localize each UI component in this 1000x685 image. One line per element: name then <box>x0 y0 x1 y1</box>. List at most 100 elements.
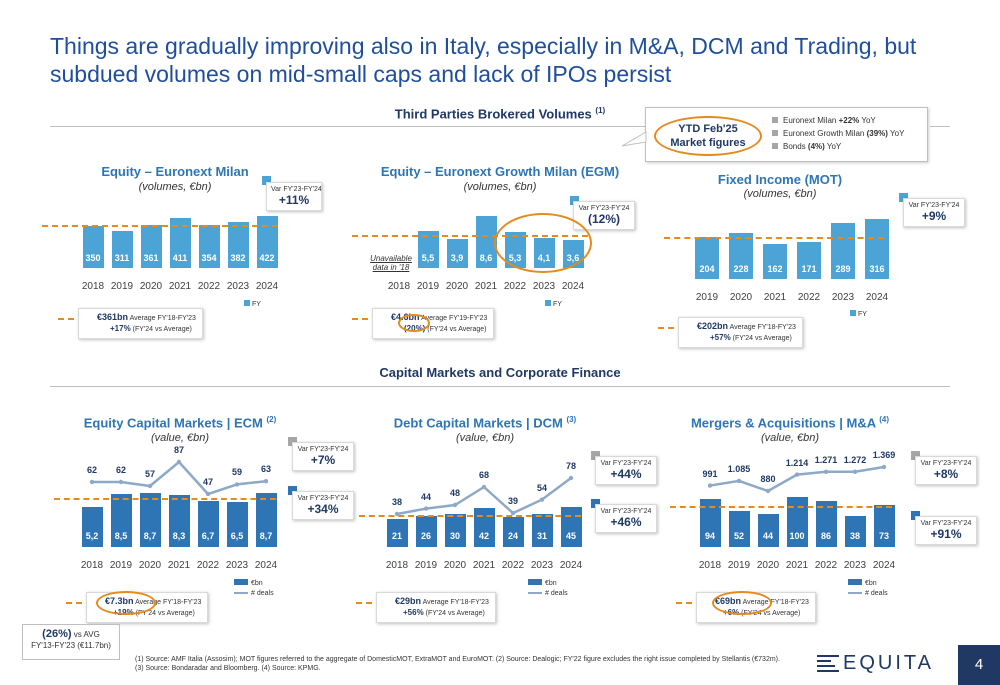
bar <box>386 518 408 547</box>
var-marker <box>911 511 920 520</box>
avg-label: Average FY'18-FY'23 <box>421 599 489 606</box>
x-tick-label: 2021 <box>785 560 809 571</box>
chart-subtitle-milan: (volumes, €bn) <box>138 181 212 193</box>
bullet-square-icon <box>772 143 778 149</box>
deals-point <box>765 488 771 494</box>
legend-item: €bn <box>234 579 274 589</box>
var-box-egm: Var FY'23-FY'24 (12%) <box>573 201 635 230</box>
x-tick-label: 2019 <box>727 560 751 571</box>
deals-label: 880 <box>760 474 776 484</box>
ytd-text: YoY <box>859 116 876 125</box>
var-marker <box>899 193 908 202</box>
deals-label: 44 <box>420 491 431 502</box>
legend-line <box>848 592 862 595</box>
legend-label: €bn <box>865 580 877 587</box>
ecm-note-box: (26%) vs AVG FY'13-FY'23 (€11.7bn) <box>22 624 120 660</box>
x-tick-label: 2018 <box>385 560 409 571</box>
x-tick-label: 2021 <box>474 281 498 292</box>
x-tick-label: 2024 <box>561 281 585 292</box>
bar <box>865 219 889 279</box>
bar-label: 382 <box>230 253 246 263</box>
chart-subtitle-mot: (volumes, €bn) <box>743 188 817 200</box>
deals-label: 87 <box>173 445 184 455</box>
highlight-ring <box>494 213 592 273</box>
x-tick-label: 2020 <box>729 292 753 303</box>
deals-label: 38 <box>391 497 402 507</box>
footnote: (1) Source: AMF Italia (Assosim); MOT fi… <box>135 656 780 672</box>
bar-label: 316 <box>869 264 885 274</box>
var-value: +7% <box>310 453 336 467</box>
x-tick-label: 2021 <box>763 292 787 303</box>
bar-label: 5,5 <box>421 253 435 263</box>
avg-change: +17% <box>110 324 131 333</box>
bar-label: 422 <box>259 253 275 263</box>
avg-marker <box>66 602 82 604</box>
x-tick-label: 2024 <box>872 560 896 571</box>
chart-subtitle-ecm: (value, €bn) <box>150 432 210 444</box>
bar-label: 411 <box>172 253 188 263</box>
deals-label: 39 <box>507 496 518 507</box>
chart-mot: 204 2019 228 2020 162 2021 171 2022 289 2023 316 20… <box>660 205 900 310</box>
bar-label: 354 <box>201 253 217 263</box>
chart-title-ma: Mergers & Acquisitions | M&A (4) <box>670 415 910 430</box>
bar <box>197 500 219 547</box>
note-value: (26%) <box>42 628 72 640</box>
x-tick-label: 2023 <box>532 281 556 292</box>
ytd-box: YTD Feb'25 Market figures Euronext Milan… <box>645 107 928 162</box>
legend-label: FY <box>252 301 261 308</box>
deals-point <box>423 506 429 511</box>
var-value: +8% <box>933 467 959 481</box>
deals-point <box>89 479 95 485</box>
average-line <box>359 514 581 517</box>
avg-box-mot: €202bn Average FY'18-FY'23 +57% (FY'24 vs… <box>678 317 803 348</box>
x-tick-label: 2018 <box>80 560 104 571</box>
bar-label: 94 <box>704 531 715 541</box>
deals-point <box>263 479 269 484</box>
legend-line <box>528 592 542 595</box>
avg-box-dcm: €29bn Average FY'18-FY'23 +56% (FY'24 vs … <box>376 592 496 623</box>
x-tick-label: 2019 <box>109 560 133 571</box>
highlight-ring <box>398 314 430 332</box>
chart-title-ecm: Equity Capital Markets | ECM (2) <box>60 415 300 430</box>
var-marker <box>911 451 920 460</box>
section-sup: (1) <box>595 106 606 115</box>
legend-label: FY <box>858 311 867 318</box>
deals-point <box>823 469 829 475</box>
avg-label: Average FY'18-FY'23 <box>728 324 796 331</box>
average-line <box>42 224 278 227</box>
avg-note: (FY'24 vs Average) <box>423 610 485 617</box>
legend-item: €bn <box>528 579 568 589</box>
legend-label: # deals <box>251 590 274 597</box>
x-tick-label: 2018 <box>698 560 722 571</box>
x-tick-label: 2018 <box>387 281 411 292</box>
section-label: Third Parties Brokered Volumes <box>394 106 596 122</box>
chart-ecm: 5,2 2018 62 8,5 2019 62 8,7 2020 57 8,3 2021 87 6,7 2… <box>54 445 290 573</box>
legend-mot: FY <box>850 310 867 318</box>
bar <box>699 498 721 547</box>
bar-label: 73 <box>878 531 889 541</box>
var-label: Var FY'23-FY'24 <box>297 446 349 453</box>
var-box-dcm-value: Var FY'23-FY'24 +46% <box>595 504 657 533</box>
deals-label: 1.272 <box>843 454 867 465</box>
var-box-milan: Var FY'23-FY'24 +11% <box>266 182 322 211</box>
deals-point <box>852 469 858 474</box>
legend-label: €bn <box>251 580 263 587</box>
legend-swatch <box>848 579 862 585</box>
var-box-mot: Var FY'23-FY'24 +9% <box>903 198 965 227</box>
deals-label: 62 <box>115 465 126 475</box>
ytd-value: (39%) <box>866 129 888 138</box>
avg-note: (FY'24 vs Average) <box>425 326 487 333</box>
average-line <box>54 498 276 501</box>
avg-marker <box>352 318 368 320</box>
bar-label: 45 <box>565 531 576 541</box>
x-tick-label: 2019 <box>110 281 134 292</box>
bar-label: 8,5 <box>114 531 128 541</box>
ytd-item: Bonds (4%) YoY <box>772 140 904 153</box>
ytd-text: Bonds <box>783 142 808 151</box>
legend-label: FY <box>553 301 562 308</box>
x-tick-label: 2022 <box>797 292 821 303</box>
bar-label: 26 <box>420 531 431 541</box>
var-value: (12%) <box>587 212 620 226</box>
bar <box>168 494 190 547</box>
legend-label: # deals <box>865 590 888 597</box>
